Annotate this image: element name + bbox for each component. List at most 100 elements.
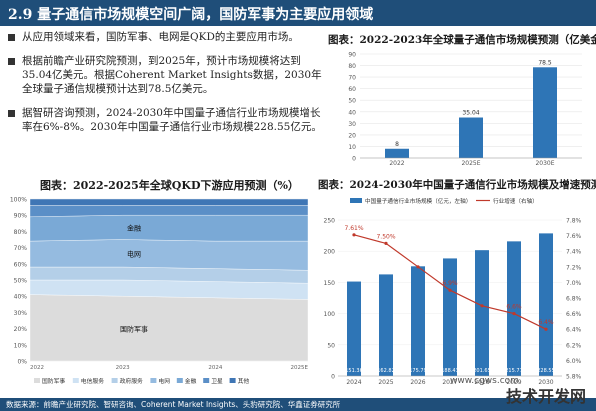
x-tick-label: 2022	[30, 365, 44, 371]
y-tick-label-right: 6.4%	[566, 327, 582, 334]
data-label: 78.5	[538, 59, 552, 66]
legend-label: 政府服务	[120, 377, 143, 385]
area-label: 金融	[127, 223, 141, 232]
growth-point	[384, 241, 388, 245]
y-tick-label-left: 150	[324, 280, 336, 287]
y-tick-label: 10	[348, 144, 356, 151]
page-title: 2.9 量子通信市场规模空间广阔，国防军事为主要应用领域	[8, 7, 374, 23]
y-tick-label: 60	[348, 86, 356, 93]
bar	[411, 266, 425, 376]
global-chart-title: 图表：2022-2023年全球量子通信市场规模预测（亿美金）	[328, 34, 596, 46]
y-tick-label: 20	[348, 132, 356, 139]
legend-label: 电网	[158, 377, 170, 385]
area-label: 电网	[127, 249, 141, 258]
y-tick-label-right: 5.8%	[566, 374, 582, 381]
area-band	[29, 215, 309, 242]
data-label: 35.04	[462, 110, 479, 117]
bar	[379, 274, 393, 376]
bar	[459, 117, 483, 158]
qkd-application-area-chart: 0%10%20%30%40%50%60%70%80%90%100%金融电网国防军…	[10, 197, 309, 386]
y-tick-label: 50	[348, 98, 356, 105]
bar	[347, 281, 361, 376]
bar-label: 228.55	[537, 368, 555, 374]
y-tick-label: 100%	[10, 197, 27, 204]
y-tick-label: 40	[348, 109, 356, 116]
y-tick-label-right: 6.0%	[566, 358, 582, 365]
china-chart-title: 图表：2024-2030年中国量子通信行业市场规模及增速预测	[318, 179, 596, 191]
growth-label: 6.6%	[506, 304, 522, 311]
area-band	[29, 239, 309, 271]
bar	[507, 241, 521, 376]
global-market-bar-chart: 0 10 20 30 40 50 60 70 80 90 8 2022 35.04 2025E 78.5 20…	[348, 52, 582, 167]
watermark-brand: 技术开发网	[506, 387, 587, 406]
x-tick-label: 2024	[208, 365, 222, 371]
x-tick-label: 2023	[116, 365, 130, 371]
source-footer: 数据来源：前瞻产业研究院、智研咨询、Coherent Market Insigh…	[0, 398, 596, 411]
growth-label: 7.50%	[376, 233, 395, 240]
bar	[539, 233, 553, 376]
bar-label: 201.65	[473, 368, 491, 374]
bullet-item: 从应用领域来看，国防军事、电网是QKD的主要应用市场。	[8, 30, 326, 44]
legend-swatch	[72, 378, 79, 383]
legend-label: 国防军事	[42, 377, 65, 385]
y-tick-label: 70	[348, 75, 356, 82]
y-tick-label-left: 50	[327, 342, 335, 349]
y-tick-label: 0	[352, 156, 356, 163]
y-tick-label: 0%	[17, 359, 27, 366]
x-tick-label: 2026	[410, 379, 425, 386]
bar-label: 175.79	[409, 368, 427, 374]
bar-label: 151.36	[345, 368, 363, 374]
y-tick-label: 90	[348, 52, 356, 59]
bullet-list: 从应用领域来看，国防军事、电网是QKD的主要应用市场。 根据前瞻产业研究院预测，…	[8, 30, 326, 144]
bullet-item: 据智研咨询预测，2024-2030年中国量子通信行业市场规模增长率在6%-8%。…	[8, 106, 326, 134]
bullet-text: 根据前瞻产业研究院预测，到2025年，预计市场规模将达到35.04亿美元。根据C…	[22, 55, 322, 95]
bullet-text: 据智研咨询预测，2024-2030年中国量子通信行业市场规模增长率在6%-8%。…	[22, 107, 322, 133]
y-tick-label-left: 100	[324, 311, 336, 318]
x-tick-label: 2029	[506, 379, 521, 386]
y-tick-label-left: 200	[324, 249, 336, 256]
y-tick-label: 40%	[14, 294, 28, 301]
growth-label: 6.9%	[442, 280, 458, 287]
growth-label: 7.61%	[344, 225, 363, 232]
legend-label: 电信服务	[81, 377, 104, 385]
qkd-chart-title: 图表：2022-2025年全球QKD下游应用预测（%）	[40, 179, 299, 192]
legend-swatch	[229, 378, 236, 383]
growth-point	[448, 288, 452, 292]
y-tick-label-right: 7.6%	[566, 233, 582, 240]
legend-label: 中国量子通信行业市场规模（亿元，左轴）	[365, 197, 471, 205]
bar	[533, 67, 557, 158]
growth-label: 6.4%	[538, 319, 554, 326]
legend-label: 金融	[185, 377, 197, 385]
growth-point	[544, 327, 548, 331]
x-tick-label: 2025E	[461, 160, 480, 167]
x-tick-label: 2022	[389, 160, 404, 167]
legend-label: 行业增速（右轴）	[493, 197, 538, 205]
bar	[475, 250, 489, 376]
legend-label: 卫星	[211, 378, 223, 385]
bar	[443, 258, 457, 376]
bar	[385, 148, 409, 158]
china-market-combo-chart: 0 50 100 150 200 250 5.8% 6.0% 6.2% 6.4% 6.6% 6.8% 7…	[324, 197, 582, 386]
x-tick-label: 2027	[442, 379, 457, 386]
y-tick-label-right: 7.4%	[566, 249, 582, 256]
y-tick-label: 30	[348, 121, 356, 128]
y-tick-label-left: 250	[324, 218, 336, 225]
legend-swatch	[176, 378, 183, 383]
legend-swatch	[111, 378, 118, 383]
y-tick-label: 50%	[14, 278, 28, 285]
data-label: 8	[395, 141, 399, 148]
area-band	[29, 205, 309, 218]
square-bullet-icon	[8, 58, 15, 65]
growth-point	[352, 233, 356, 237]
growth-point	[512, 312, 516, 316]
y-tick-label: 70%	[14, 245, 28, 252]
x-tick-label: 2024	[346, 379, 361, 386]
y-tick-label: 20%	[14, 326, 28, 333]
x-tick-label: 2025	[378, 379, 393, 386]
bar-label: 162.82	[377, 368, 395, 374]
bullet-text: 从应用领域来看，国防军事、电网是QKD的主要应用市场。	[22, 31, 299, 43]
bar-label: 215.77	[505, 368, 523, 374]
legend-swatch	[150, 378, 157, 383]
y-tick-label-right: 7.0%	[566, 280, 582, 287]
area-band	[29, 294, 309, 362]
